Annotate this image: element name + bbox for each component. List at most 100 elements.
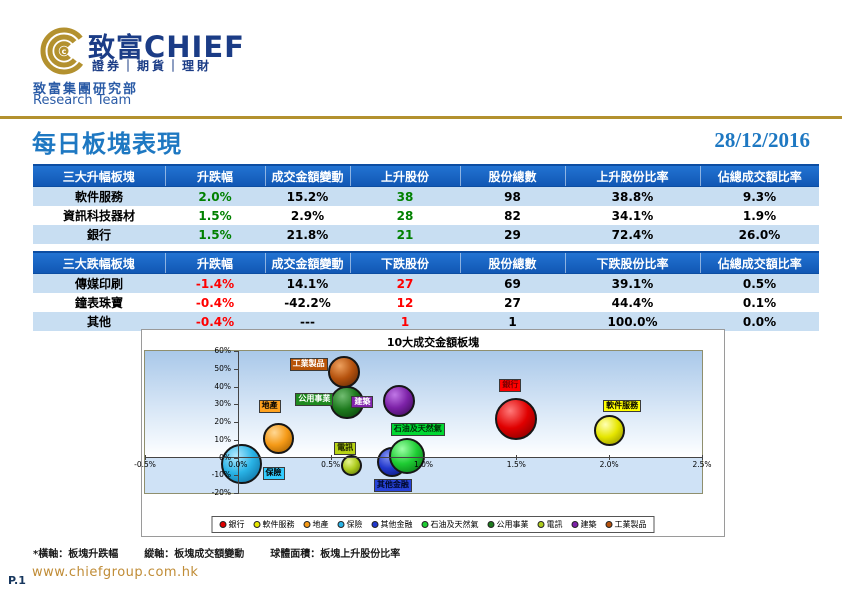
brand-wordmark: 致富CHIEF: [88, 26, 245, 65]
legend-dot-icon: [337, 521, 345, 528]
x-tick-label: 2.0%: [599, 460, 619, 469]
y-tick-label: 50%: [214, 363, 231, 373]
x-tick-mark: [237, 455, 239, 460]
table-cell: -1.4%: [165, 273, 265, 293]
x-tick-mark: [609, 455, 611, 460]
y-tick-mark: [234, 475, 239, 477]
legend-label: 工業製品: [614, 520, 647, 529]
y-tick-label: 20%: [214, 417, 231, 426]
column-header: 股份總數: [459, 252, 565, 274]
table-cell: 38.8%: [565, 186, 700, 206]
bubble-電訊: [340, 454, 362, 476]
legend-item: 保險: [337, 519, 363, 530]
bubble-label-工業製品: 工業製品: [289, 358, 328, 372]
table-cell: 100.0%: [565, 312, 700, 331]
table-cell: 9.3%: [700, 186, 819, 206]
svg-text:c: c: [62, 47, 67, 56]
x-tick-label: 0.5%: [321, 460, 341, 469]
table-cell: 27: [504, 295, 521, 310]
y-tick-label: -10%: [211, 470, 231, 480]
table-cell: 26.0%: [700, 225, 819, 244]
footnote-bubble-size: 球體面積：板塊上升股份比率: [270, 549, 401, 560]
y-tick-mark: [234, 404, 239, 406]
legend-dot-icon: [605, 521, 613, 528]
brand-tagline: 證券｜期貨｜理財: [92, 59, 213, 73]
department-name-en: Research Team: [33, 93, 132, 108]
y-tick-mark: [234, 457, 239, 459]
column-header: 上升股份: [349, 165, 460, 187]
legend-dot-icon: [219, 521, 227, 528]
x-tick-mark: [516, 455, 518, 460]
table-row: 銀行 1.5% 21.8% 21 29 72.4% 26.0%: [33, 225, 819, 244]
column-header: 股份總數: [459, 165, 565, 187]
table-cell: 0.0%: [700, 312, 819, 331]
legend-item: 地產: [303, 519, 329, 530]
column-header: 三大升幅板塊: [33, 165, 165, 187]
table-cell: 1.5%: [198, 208, 232, 223]
top-losers-table: 三大跌幅板塊 升跌幅 成交金額變動 下跌股份 股份總數 下跌股份比率 佔總成交額比率 傳媒印…: [33, 251, 819, 331]
x-tick-label: -0.5%: [134, 460, 156, 469]
table-cell: 1: [350, 312, 460, 331]
website-link[interactable]: www.chiefgroup.com.hk: [32, 565, 199, 580]
bubble-銀行: [495, 397, 538, 440]
bubble-label-石油及天然氣: 石油及天然氣: [390, 423, 445, 437]
bubble-建築: [383, 384, 416, 417]
table-row: 鐘表珠寶 -0.4% -42.2% 12 27 44.4% 0.1%: [33, 293, 819, 312]
table-cell: 14.1%: [265, 273, 350, 293]
legend-label: 銀行: [228, 520, 245, 529]
legend-label: 電訊: [546, 520, 563, 529]
y-tick-mark: [234, 386, 239, 388]
bubble-label-保險: 保險: [262, 466, 285, 480]
legend-label: 保險: [346, 520, 363, 529]
legend-label: 其他金融: [380, 520, 413, 529]
bubble-label-地產: 地產: [258, 400, 281, 414]
table-cell: -0.4%: [165, 312, 265, 331]
bubble-label-銀行: 銀行: [499, 378, 522, 392]
plot-area: 60% 50% 40% 30% 20% 10% 0% -10% -20% -0.5% 0.0% 0.5…: [134, 346, 711, 497]
legend-label: 公用事業: [496, 520, 529, 529]
y-tick-label: 30%: [214, 399, 231, 409]
x-tick-mark: [702, 455, 703, 460]
column-header: 下跌股份: [349, 252, 460, 274]
table-cell: 29: [460, 225, 565, 244]
legend-label: 地產: [312, 520, 329, 529]
table-cell: 1.9%: [742, 208, 777, 223]
y-tick-label: 10%: [214, 434, 231, 444]
table-cell: 15.2%: [265, 186, 350, 206]
y-tick-mark: [234, 351, 239, 352]
column-header: 上升股份比率: [564, 165, 700, 187]
column-header: 下跌股份比率: [564, 252, 700, 274]
y-tick-mark: [234, 422, 239, 423]
y-tick-mark: [234, 368, 239, 370]
table-cell: 21.8%: [265, 225, 350, 244]
y-tick-mark: [234, 493, 239, 494]
department-name-cn: 致富集團研究部: [33, 82, 139, 97]
legend-label: 建築: [580, 520, 597, 529]
sector-name-cell: 傳媒印刷: [33, 273, 165, 293]
legend-item: 工業製品: [605, 519, 647, 530]
footnote-x-axis: *橫軸：板塊升跌幅: [33, 549, 119, 560]
table-row: 其他 -0.4% --- 1 1 100.0% 0.0%: [33, 312, 819, 331]
sector-name-cell: 資訊科技器材: [62, 209, 135, 223]
bubble-label-其他金融: 其他金融: [373, 479, 412, 493]
column-header: 成交金額變動: [264, 252, 350, 274]
table-cell: 44.4%: [611, 295, 654, 310]
y-tick-label: 0%: [219, 452, 231, 462]
bubble-label-軟件服務: 軟件服務: [603, 399, 642, 413]
column-header: 升跌幅: [164, 165, 265, 187]
x-tick-label: 1.5%: [506, 460, 526, 469]
table-header-row: 三大升幅板塊 升跌幅 成交金額變動 上升股份 股份總數 上升股份比率 佔總成交額比率: [33, 165, 819, 187]
y-tick-label: 60%: [214, 346, 231, 355]
legend-dot-icon: [421, 521, 429, 528]
table-cell: 28: [396, 208, 414, 223]
legend-dot-icon: [371, 521, 379, 528]
x-tick-label: 2.5%: [692, 460, 712, 469]
column-header: 升跌幅: [164, 252, 265, 274]
bubble-保險: [221, 443, 262, 484]
table-cell: 69: [460, 273, 565, 293]
table-header-row: 三大跌幅板塊 升跌幅 成交金額變動 下跌股份 股份總數 下跌股份比率 佔總成交額比率: [33, 252, 819, 274]
legend-dot-icon: [487, 521, 495, 528]
legend-item: 電訊: [537, 519, 563, 530]
x-tick-label: 1.0%: [413, 460, 434, 469]
column-header: 佔總成交額比率: [699, 252, 819, 274]
